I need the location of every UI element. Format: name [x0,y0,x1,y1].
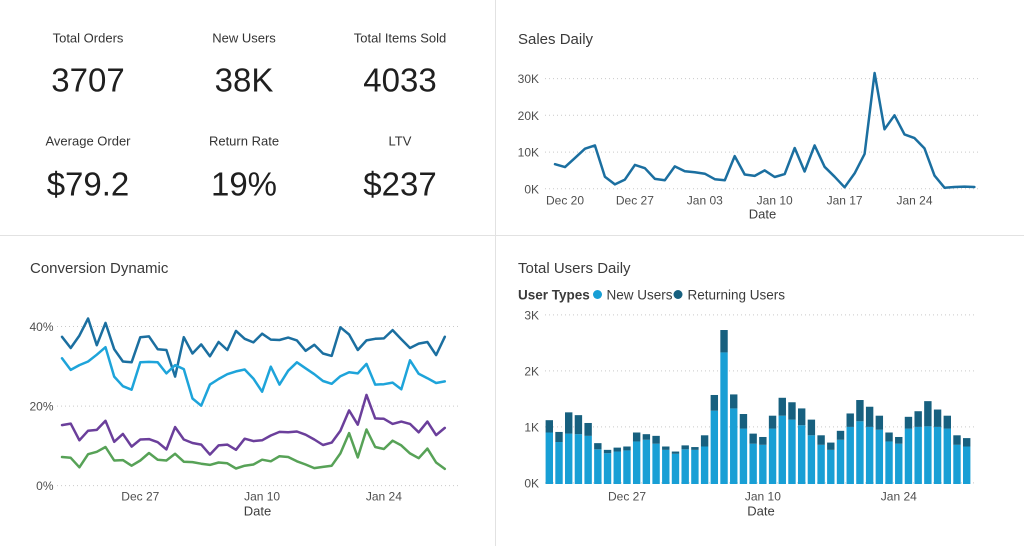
svg-text:Jan 10: Jan 10 [244,489,280,503]
svg-text:Total Orders: Total Orders [53,31,124,46]
svg-text:Jan 24: Jan 24 [896,194,932,208]
svg-text:0K: 0K [524,182,539,196]
svg-text:4033: 4033 [363,62,436,99]
svg-text:0K: 0K [524,476,539,490]
svg-text:Dec 20: Dec 20 [546,194,584,208]
svg-text:20%: 20% [29,400,53,414]
svg-text:30K: 30K [518,72,539,86]
svg-text:20K: 20K [518,109,539,123]
svg-text:User Types: User Types [518,288,590,303]
svg-text:Return Rate: Return Rate [209,134,279,149]
svg-text:Returning Users: Returning Users [688,288,786,303]
svg-text:Jan 17: Jan 17 [827,194,863,208]
svg-text:3K: 3K [524,308,539,322]
svg-text:Dec 27: Dec 27 [608,489,646,503]
svg-text:Jan 24: Jan 24 [881,489,917,503]
svg-text:Date: Date [747,504,774,519]
svg-text:Date: Date [244,504,271,519]
svg-text:Total Items Sold: Total Items Sold [354,31,447,46]
svg-text:$237: $237 [363,166,436,203]
svg-text:Date: Date [749,207,776,222]
svg-text:Average Order: Average Order [45,134,131,149]
svg-text:Dec 27: Dec 27 [616,194,654,208]
svg-text:1K: 1K [524,420,539,434]
svg-text:2K: 2K [524,364,539,378]
svg-text:$79.2: $79.2 [47,166,130,203]
svg-text:New Users: New Users [607,288,673,303]
svg-text:Dec 27: Dec 27 [121,489,159,503]
svg-text:0%: 0% [36,479,54,493]
svg-text:Jan 10: Jan 10 [745,489,781,503]
svg-text:New Users: New Users [212,31,276,46]
svg-text:Jan 03: Jan 03 [687,194,723,208]
svg-text:Jan 10: Jan 10 [757,194,793,208]
svg-text:Total Users Daily: Total Users Daily [518,260,631,277]
svg-text:10K: 10K [518,146,539,160]
svg-text:Conversion Dynamic: Conversion Dynamic [30,260,169,277]
svg-text:LTV: LTV [389,134,412,149]
svg-text:Jan 24: Jan 24 [366,489,402,503]
svg-text:Sales Daily: Sales Daily [518,31,594,48]
svg-text:40%: 40% [29,320,53,334]
svg-text:19%: 19% [211,166,277,203]
svg-text:38K: 38K [215,62,274,99]
svg-text:3707: 3707 [51,62,124,99]
